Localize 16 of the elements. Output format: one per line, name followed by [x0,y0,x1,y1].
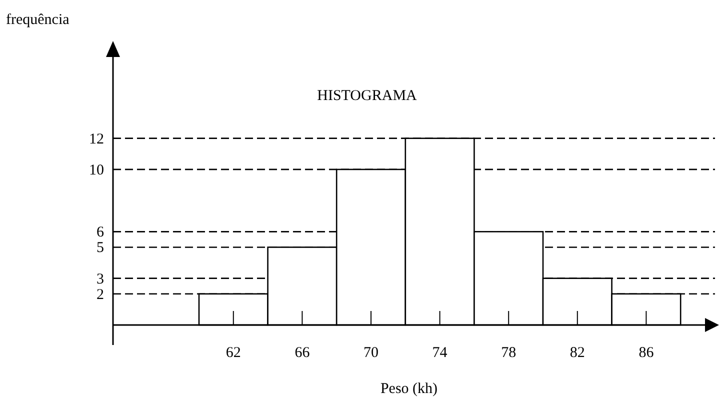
x-tick-label: 78 [501,345,516,361]
y-tick-label: 3 [96,271,104,288]
y-axis-title: frequência [6,12,70,28]
x-tick-label: 62 [226,345,241,361]
y-tick-label: 12 [89,131,104,148]
x-tick-label: 70 [364,345,378,361]
x-tick-label: 66 [294,345,310,361]
x-tick-label: 86 [638,345,654,361]
y-tick-label: 5 [96,240,104,256]
x-tick-label: 82 [570,345,585,361]
x-tick-label: 74 [432,345,448,361]
y-tick-label: 6 [96,224,104,241]
text: HISTOGRAMA [317,88,418,104]
y-tick-label: 2 [96,286,104,303]
y-tick-label: 10 [89,162,104,178]
x-axis-title: Peso (kh) [380,381,438,397]
